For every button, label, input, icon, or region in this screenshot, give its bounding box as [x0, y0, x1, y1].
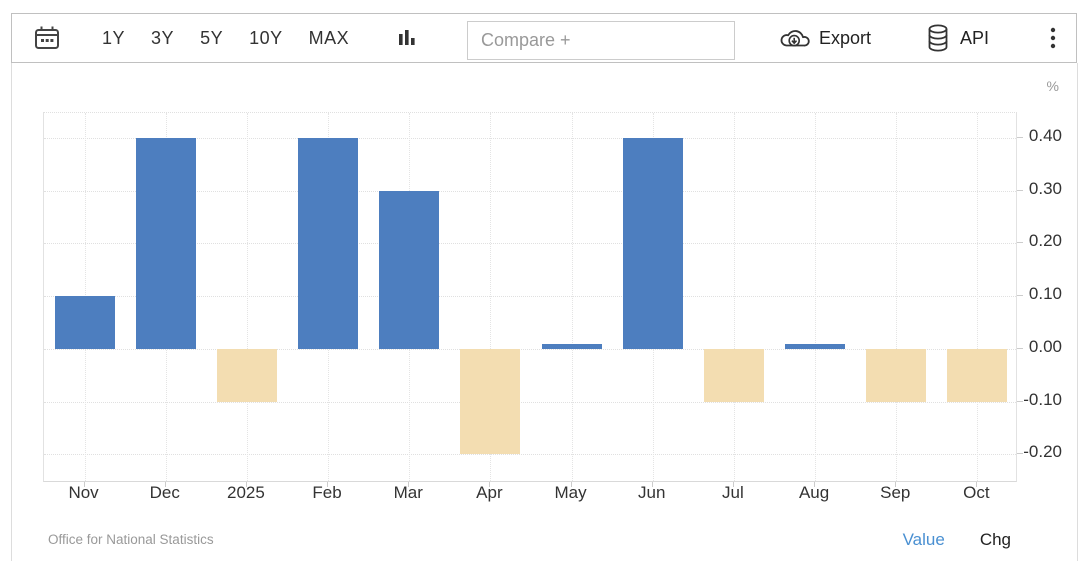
- more-options-button[interactable]: [1040, 14, 1066, 62]
- range-selector: 1Y 3Y 5Y 10Y MAX: [102, 14, 349, 62]
- x-axis-label: Mar: [393, 483, 423, 502]
- range-button-10y[interactable]: 10Y: [249, 27, 283, 48]
- y-axis-tick: [1017, 189, 1023, 191]
- calendar-button[interactable]: [33, 14, 61, 62]
- x-axis-label: Jul: [722, 483, 744, 502]
- cloud-download-icon: [778, 26, 810, 50]
- gridline-x: [733, 113, 735, 481]
- x-axis-label: Dec: [149, 483, 180, 502]
- y-axis-tick: [1017, 453, 1023, 455]
- range-button-1y[interactable]: 1Y: [102, 27, 126, 48]
- gridline-y: [44, 190, 1016, 192]
- x-axis-tick: [976, 482, 978, 487]
- export-label: Export: [819, 27, 872, 48]
- x-axis-tick: [408, 482, 410, 487]
- bar-feb[interactable]: [298, 137, 359, 349]
- x-axis-tick: [83, 482, 85, 487]
- x-axis-tick: [895, 482, 897, 487]
- bar-may[interactable]: [541, 343, 602, 349]
- source-attribution: Office for National Statistics: [48, 532, 214, 547]
- plot-area: [43, 112, 1017, 482]
- kebab-menu-icon: [1050, 26, 1056, 50]
- gridline-y: [44, 348, 1016, 350]
- y-axis-tick: [1017, 347, 1023, 349]
- y-axis-tick: [1017, 242, 1023, 244]
- gridline-y: [44, 243, 1016, 245]
- range-button-max[interactable]: MAX: [308, 27, 350, 48]
- calendar-icon: [33, 24, 61, 52]
- export-button[interactable]: Export: [778, 14, 871, 62]
- x-axis-label: Feb: [312, 483, 342, 502]
- gridline-y: [44, 401, 1016, 403]
- x-axis-label: Sep: [880, 483, 911, 502]
- api-button[interactable]: API: [926, 14, 989, 62]
- y-axis-label: 0.20: [1028, 231, 1062, 251]
- gridline-x: [815, 113, 817, 481]
- x-axis-label: Aug: [798, 483, 830, 502]
- x-axis-tick: [570, 482, 572, 487]
- bar-sep[interactable]: [866, 348, 927, 402]
- y-axis-tick: [1017, 400, 1023, 402]
- x-axis-tick: [489, 482, 491, 487]
- gridline-x: [977, 113, 979, 481]
- bar-jun[interactable]: [622, 137, 683, 349]
- gridline-x: [571, 113, 573, 481]
- y-axis-label: -0.20: [1023, 442, 1062, 462]
- gridline-x: [896, 113, 898, 481]
- bar-nov[interactable]: [54, 296, 115, 349]
- gridline-y: [44, 137, 1016, 139]
- gridline-x: [490, 113, 492, 481]
- chart-type-button[interactable]: [398, 14, 418, 62]
- database-icon: [926, 23, 950, 53]
- bar-2025[interactable]: [216, 348, 277, 402]
- compare-field-wrap: [467, 21, 735, 60]
- x-axis-tick: [651, 482, 653, 487]
- x-axis-label: Nov: [68, 483, 99, 502]
- bar-jul[interactable]: [703, 348, 764, 402]
- gridline-y: [44, 296, 1016, 298]
- bar-oct[interactable]: [947, 348, 1008, 402]
- y-axis-label: 0.40: [1028, 125, 1062, 145]
- y-axis-label: 0.10: [1028, 284, 1062, 304]
- footer-links: Value Chg: [903, 530, 1011, 550]
- x-axis-label: 2025: [226, 483, 265, 502]
- x-axis-tick: [327, 482, 329, 487]
- y-axis-unit-label: %: [1046, 78, 1059, 94]
- gridline-y: [44, 454, 1016, 456]
- bar-aug[interactable]: [785, 343, 846, 349]
- x-axis-tick: [164, 482, 166, 487]
- x-axis-label: Jun: [638, 483, 666, 502]
- range-button-3y[interactable]: 3Y: [151, 27, 175, 48]
- compare-input[interactable]: [467, 21, 735, 60]
- y-axis-label: 0.00: [1028, 336, 1062, 356]
- bar-mar[interactable]: [379, 190, 440, 349]
- x-axis-label: Oct: [963, 483, 990, 502]
- y-axis-label: -0.10: [1023, 389, 1062, 409]
- bar-dec[interactable]: [135, 137, 196, 349]
- bar-apr[interactable]: [460, 348, 521, 455]
- x-axis-tick: [245, 482, 247, 487]
- value-link[interactable]: Value: [902, 530, 945, 549]
- gridline-x: [246, 113, 248, 481]
- range-button-5y[interactable]: 5Y: [200, 27, 224, 48]
- y-axis-tick: [1017, 136, 1023, 138]
- y-axis-tick: [1017, 295, 1023, 297]
- chg-link[interactable]: Chg: [979, 530, 1011, 549]
- x-axis-tick: [814, 482, 816, 487]
- y-axis-label: 0.30: [1028, 178, 1062, 198]
- x-axis-tick: [732, 482, 734, 487]
- bar-chart-icon: [398, 27, 418, 49]
- x-axis-label: Apr: [476, 483, 503, 502]
- api-label: API: [960, 27, 990, 48]
- x-axis-label: May: [554, 483, 587, 502]
